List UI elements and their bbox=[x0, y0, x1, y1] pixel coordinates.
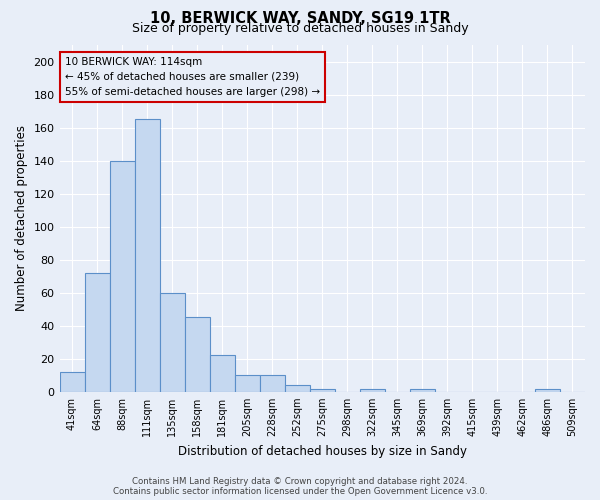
Text: 10, BERWICK WAY, SANDY, SG19 1TR: 10, BERWICK WAY, SANDY, SG19 1TR bbox=[149, 11, 451, 26]
Bar bbox=[209, 356, 235, 392]
Bar bbox=[235, 376, 260, 392]
Bar bbox=[185, 318, 209, 392]
Bar bbox=[59, 372, 85, 392]
Bar bbox=[85, 273, 110, 392]
Text: 10 BERWICK WAY: 114sqm
← 45% of detached houses are smaller (239)
55% of semi-de: 10 BERWICK WAY: 114sqm ← 45% of detached… bbox=[65, 57, 320, 96]
Bar bbox=[160, 292, 185, 392]
Text: Contains HM Land Registry data © Crown copyright and database right 2024.
Contai: Contains HM Land Registry data © Crown c… bbox=[113, 476, 487, 496]
Bar bbox=[410, 388, 435, 392]
Text: Size of property relative to detached houses in Sandy: Size of property relative to detached ho… bbox=[131, 22, 469, 35]
Bar bbox=[110, 160, 134, 392]
Bar bbox=[285, 385, 310, 392]
Bar bbox=[310, 388, 335, 392]
Y-axis label: Number of detached properties: Number of detached properties bbox=[15, 126, 28, 312]
Bar bbox=[134, 120, 160, 392]
Bar bbox=[535, 388, 560, 392]
X-axis label: Distribution of detached houses by size in Sandy: Distribution of detached houses by size … bbox=[178, 444, 467, 458]
Bar bbox=[260, 376, 285, 392]
Bar bbox=[360, 388, 385, 392]
